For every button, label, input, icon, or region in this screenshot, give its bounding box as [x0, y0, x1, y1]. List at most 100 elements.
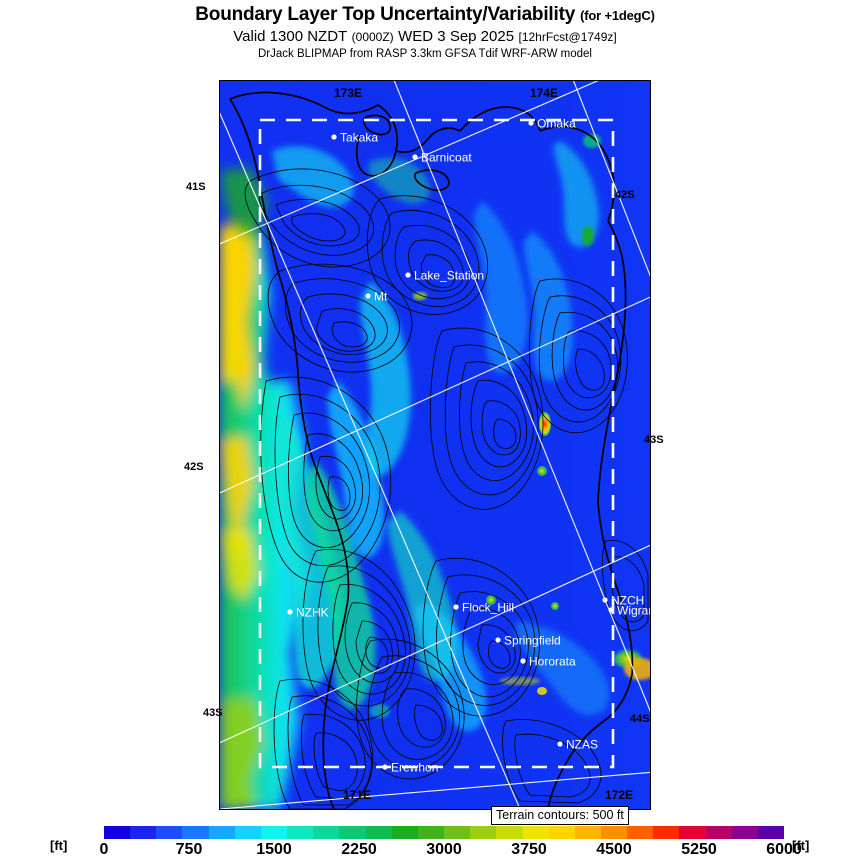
- colorbar-swatch-9: [339, 826, 366, 839]
- grid-label-172e: 172E: [605, 788, 633, 802]
- colorbar: [ft] [ft] 0 750 1500 2250 3000 3750 4500 5250 60…: [0, 822, 850, 860]
- station-dot-icon: [405, 272, 411, 278]
- map-panel[interactable]: 173E 174E 171E 172E Takaka Omaka Barnicoat Lak…: [219, 80, 651, 810]
- station-label: Lake_Station: [414, 269, 484, 283]
- colorbar-swatch-22: [679, 826, 706, 839]
- station-dot-icon: [608, 607, 614, 613]
- colorbar-tick: 6000: [766, 841, 802, 858]
- station-mt[interactable]: Mt: [365, 290, 388, 304]
- terrain-contours-note: Terrain contours: 500 ft: [491, 806, 629, 825]
- colorbar-gradient: [104, 826, 785, 839]
- colorbar-swatch-4: [208, 826, 235, 839]
- axis-label-43s: 43S: [203, 707, 223, 719]
- colorbar-swatch-10: [365, 826, 392, 839]
- axis-label-42s: 42S: [184, 461, 204, 473]
- colorbar-swatch-17: [548, 826, 575, 839]
- colorbar-swatch-18: [574, 826, 601, 839]
- colorbar-swatch-5: [234, 826, 261, 839]
- station-label: Takaka: [340, 131, 378, 145]
- station-label: Wigram: [617, 604, 650, 618]
- station-label: Erewhon: [391, 761, 438, 775]
- colorbar-tick: 2250: [341, 841, 377, 858]
- grid-labels-inner: 173E 174E 171E 172E: [334, 86, 633, 802]
- colorbar-tick: 1500: [256, 841, 292, 858]
- valid-prefix: Valid 1300 NZDT: [233, 28, 348, 45]
- colorbar-swatch-25: [757, 826, 785, 839]
- title-main: Boundary Layer Top Uncertainty/Variabili…: [195, 4, 576, 25]
- colorbar-swatch-19: [600, 826, 628, 839]
- station-layer[interactable]: Takaka Omaka Barnicoat Lake_Station Mt NZHK Fl…: [287, 117, 650, 775]
- colorbar-swatch-23: [705, 826, 732, 839]
- station-nzas[interactable]: NZAS: [557, 738, 598, 752]
- colorbar-swatch-2: [156, 826, 183, 839]
- station-label: NZAS: [566, 738, 598, 752]
- forecast-hour: [12hrFcst@1749z]: [518, 30, 617, 44]
- station-flock_hill[interactable]: Flock_Hill: [453, 601, 514, 615]
- title-suffix: (for +1degC): [580, 8, 655, 23]
- station-erewhon[interactable]: Erewhon: [382, 761, 438, 775]
- station-dot-icon: [528, 120, 534, 126]
- station-label: Flock_Hill: [462, 601, 514, 615]
- station-dot-icon: [495, 637, 501, 643]
- station-dot-icon: [557, 741, 563, 747]
- station-takaka[interactable]: Takaka: [331, 131, 378, 145]
- colorbar-swatch-6: [260, 826, 288, 839]
- colorbar-tick-labels: 0 750 1500 2250 3000 3750 4500 5250 6000: [0, 841, 850, 861]
- station-label: Hororata: [529, 655, 576, 669]
- station-dot-icon: [520, 658, 526, 664]
- grid-label-171e: 171E: [343, 788, 371, 802]
- terrain-contours: [244, 168, 649, 809]
- colorbar-swatch-12: [417, 826, 445, 839]
- colorbar-tick: 750: [175, 841, 203, 858]
- valid-time-line: Valid 1300 NZDT (0000Z) WED 3 Sep 2025 […: [0, 27, 850, 47]
- station-dot-icon: [365, 293, 371, 299]
- station-label: Omaka: [537, 117, 576, 131]
- map-canvas[interactable]: 173E 174E 171E 172E Takaka Omaka Barnicoat Lak…: [220, 81, 650, 809]
- station-dot-icon: [602, 597, 608, 603]
- axis-label-44s: 44S: [630, 713, 650, 725]
- station-omaka[interactable]: Omaka: [528, 117, 576, 131]
- latlon-graticule: [220, 81, 650, 809]
- station-nzhk[interactable]: NZHK: [287, 606, 329, 620]
- subdomain-box: [258, 118, 615, 769]
- colorbar-swatch-1: [130, 826, 157, 839]
- axis-label-43s: 43S: [644, 434, 664, 446]
- colorbar-tick: 5250: [681, 841, 717, 858]
- grid-label-174e: 174E: [530, 86, 558, 100]
- model-line: DrJack BLIPMAP from RASP 3.3km GFSA Tdif…: [257, 48, 592, 60]
- colorbar-unit-right: [ft]: [792, 838, 810, 853]
- station-barnicoat[interactable]: Barnicoat: [412, 151, 472, 165]
- station-dot-icon: [453, 604, 459, 610]
- colorbar-swatch-21: [653, 826, 680, 839]
- colorbar-swatch-3: [182, 826, 209, 839]
- station-nzch[interactable]: NZCH: [602, 594, 644, 608]
- colorbar-tick: 0: [99, 841, 109, 858]
- colorbar-swatch-16: [522, 826, 549, 839]
- station-dot-icon: [331, 134, 337, 140]
- valid-zulu: (0000Z): [351, 30, 394, 44]
- field-interior-ridges: [272, 141, 610, 732]
- colorbar-tick: 4500: [596, 841, 632, 858]
- colorbar-unit-left: [ft]: [50, 838, 68, 853]
- axis-label-42s: 42S: [615, 189, 635, 201]
- station-label: Barnicoat: [421, 151, 472, 165]
- station-springfield[interactable]: Springfield: [495, 634, 561, 648]
- colorbar-tick: 3000: [426, 841, 462, 858]
- title-block: Boundary Layer Top Uncertainty/Variabili…: [0, 0, 850, 62]
- valid-date: WED 3 Sep 2025: [398, 28, 515, 45]
- colorbar-swatch-7: [287, 826, 314, 839]
- station-hororata[interactable]: Hororata: [520, 655, 576, 669]
- colorbar-swatch-11: [391, 826, 418, 839]
- colorbar-swatch-20: [627, 826, 654, 839]
- axis-label-41s: 41S: [186, 181, 206, 193]
- colorbar-swatch-14: [470, 826, 497, 839]
- station-label: NZHK: [296, 606, 329, 620]
- station-label: Mt: [374, 290, 388, 304]
- station-label: Springfield: [504, 634, 561, 648]
- station-dot-icon: [382, 764, 388, 770]
- colorbar-swatch-15: [496, 826, 523, 839]
- station-lake_station[interactable]: Lake_Station: [405, 269, 484, 283]
- station-wigram[interactable]: Wigram: [608, 604, 650, 618]
- station-dot-icon: [412, 154, 418, 160]
- page-title: Boundary Layer Top Uncertainty/Variabili…: [0, 0, 850, 27]
